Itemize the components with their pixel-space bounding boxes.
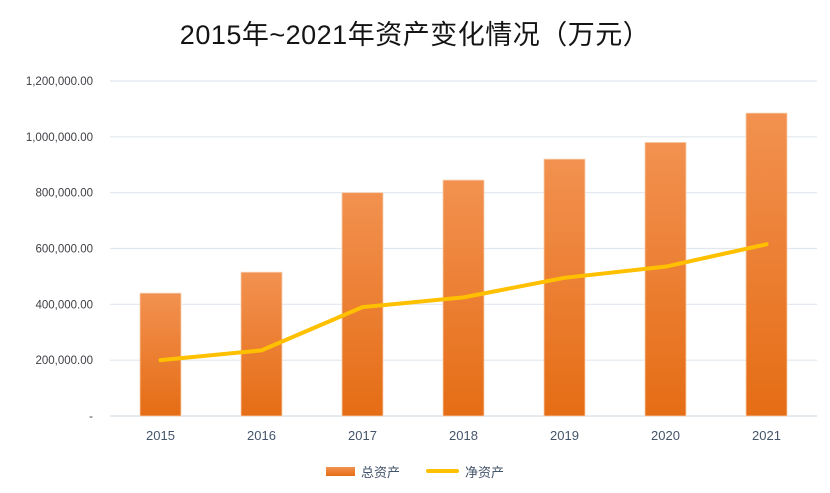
legend-item-total-assets: 总资产 (325, 462, 400, 481)
net-assets-swatch-icon (426, 469, 459, 473)
bar-2015 (139, 292, 182, 417)
net-assets-line (158, 242, 769, 363)
x-tick-label: 2019 (550, 428, 579, 443)
net-assets-line-series (158, 242, 769, 363)
y-tick-label: 1,200,000.00 (26, 76, 93, 88)
x-tick-label: 2020 (651, 428, 680, 443)
bar-2020 (644, 142, 687, 417)
x-tick-label: 2021 (752, 428, 781, 443)
x-tick-label: 2018 (449, 428, 478, 443)
y-tick-label: 1,000,000.00 (26, 132, 93, 144)
y-tick-label: 400,000.00 (35, 299, 93, 311)
x-tick-label: 2016 (247, 428, 276, 443)
legend-label-net-assets: 净资产 (465, 464, 505, 480)
y-tick-label: 800,000.00 (35, 188, 93, 200)
axis-labels: - 200,000.00 400,000.00 600,000.00 800,000.0… (26, 76, 781, 443)
x-tick-label: 2015 (146, 428, 175, 443)
y-tick-label: - (89, 411, 93, 423)
bar-2021 (745, 112, 788, 417)
legend-label-total-assets: 总资产 (360, 464, 400, 480)
chart-legend: 总资产 净资产 (0, 461, 830, 481)
total-assets-bars (139, 112, 788, 417)
y-tick-label: 600,000.00 (35, 244, 93, 256)
total-assets-swatch-icon (325, 466, 355, 476)
legend-item-net-assets: 净资产 (426, 462, 504, 481)
x-tick-label: 2017 (348, 428, 377, 443)
bar-2019 (543, 158, 586, 417)
y-tick-label: 200,000.00 (35, 355, 93, 367)
chart-title: 2015年~2021年资产变化情况（万元） (179, 20, 651, 50)
